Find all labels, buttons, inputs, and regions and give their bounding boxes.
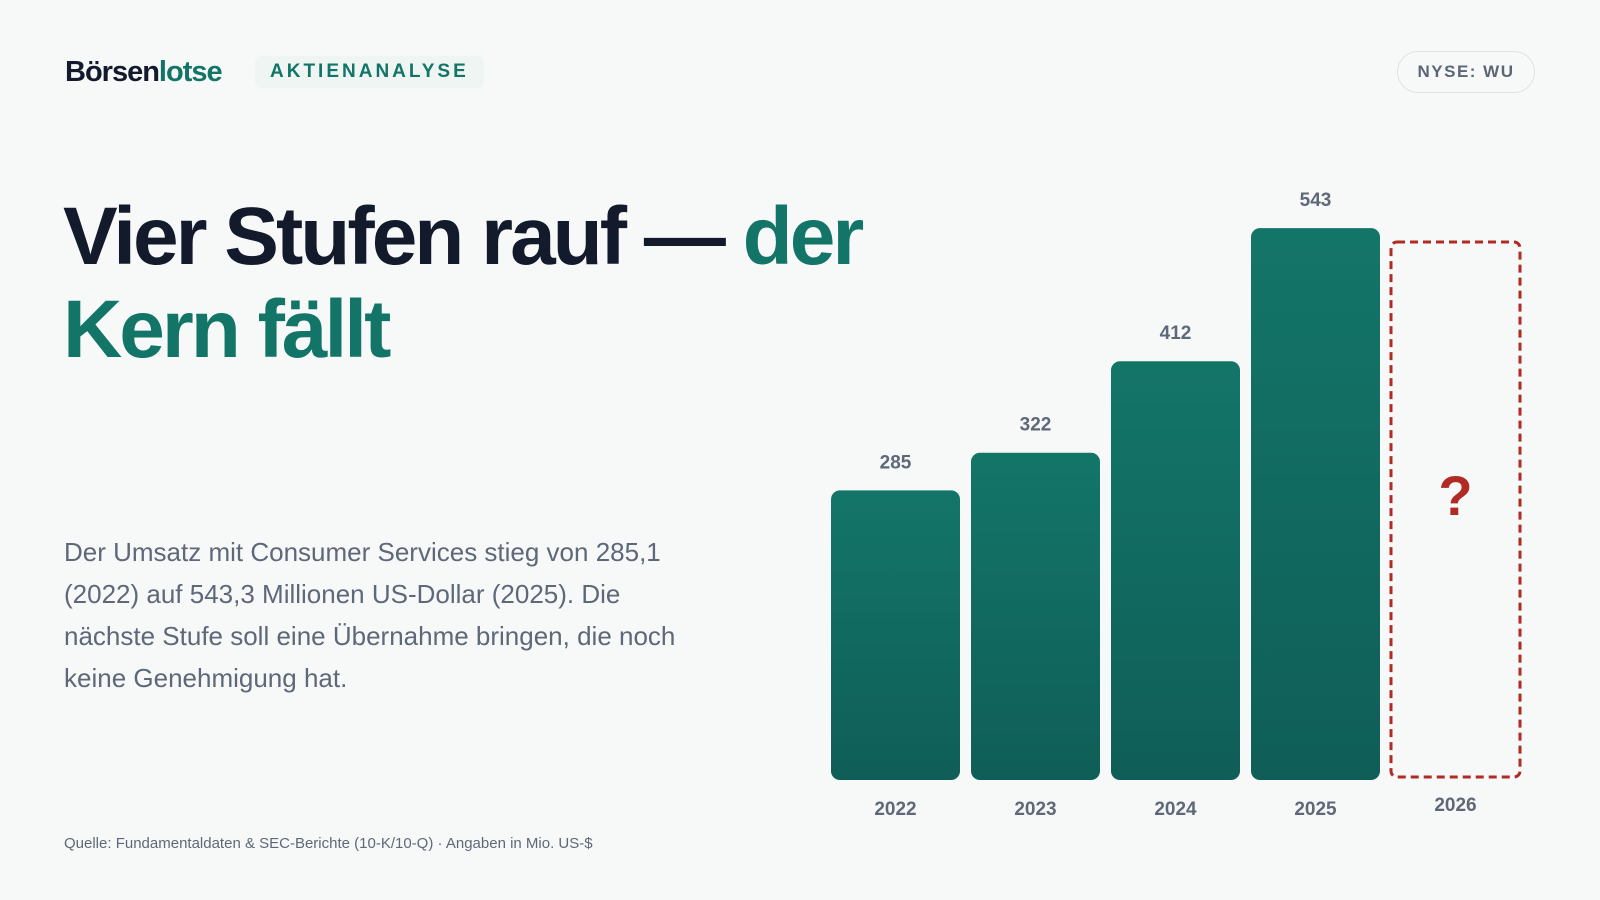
section-tag: AKTIENANALYSE bbox=[255, 56, 484, 88]
bar-placeholder-2026 bbox=[1389, 240, 1522, 779]
value-label-2023: 322 bbox=[1020, 415, 1052, 436]
description-text: Der Umsatz mit Consumer Services stieg v… bbox=[64, 537, 676, 693]
source-note: Quelle: Fundamentaldaten & SEC-Berichte … bbox=[64, 835, 593, 852]
category-label-2026: 2026 bbox=[1434, 795, 1476, 816]
placeholder-question-mark: ? bbox=[1438, 464, 1472, 527]
value-label-2022: 285 bbox=[880, 452, 912, 473]
category-label-2022: 2022 bbox=[874, 799, 916, 820]
page-title-dark: Vier Stufen rauf — bbox=[63, 191, 743, 282]
value-label-2024: 412 bbox=[1160, 323, 1192, 344]
bar-2025 bbox=[1251, 228, 1380, 780]
brand-logo: Börsenlotse bbox=[65, 56, 223, 89]
page-title: Vier Stufen rauf — der Kern fällt bbox=[63, 190, 963, 376]
category-label-2024: 2024 bbox=[1154, 799, 1197, 820]
brand-logo-main: Börsen bbox=[65, 56, 160, 88]
bar-2023 bbox=[971, 452, 1100, 780]
page-title-accent: der Kern fällt bbox=[63, 191, 864, 375]
category-label-2025: 2025 bbox=[1294, 799, 1337, 820]
bar-2024 bbox=[1111, 361, 1240, 780]
value-label-2025: 543 bbox=[1300, 190, 1332, 211]
brand-logo-accent: lotse bbox=[158, 56, 223, 88]
category-label-2023: 2023 bbox=[1014, 799, 1056, 820]
bar-2022 bbox=[831, 490, 960, 780]
ticker-badge: NYSE: WU bbox=[1397, 51, 1535, 93]
